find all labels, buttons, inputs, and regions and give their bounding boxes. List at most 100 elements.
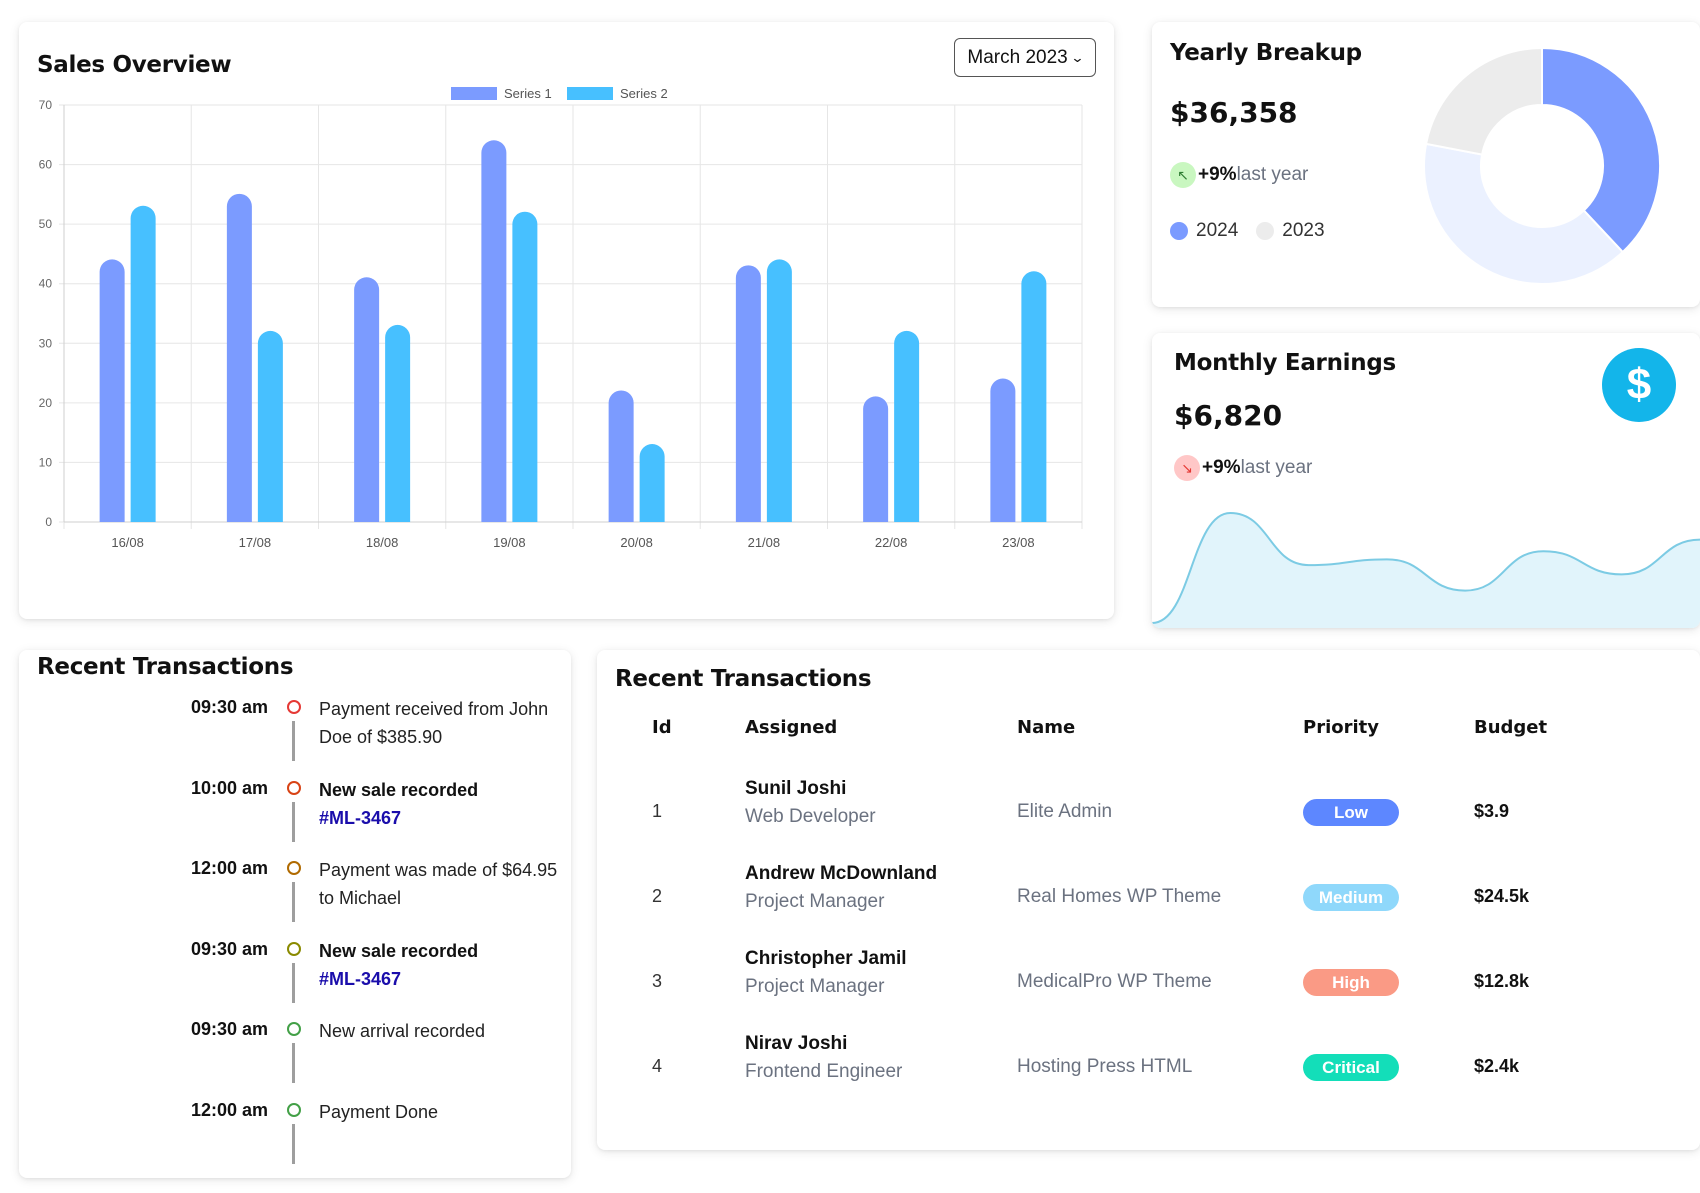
timeline-connector bbox=[292, 802, 295, 842]
timeline-connector bbox=[292, 1043, 295, 1083]
monthly-earnings-card: Monthly Earnings $ $6,820 ↘ +9% last yea… bbox=[1152, 333, 1700, 628]
yearly-donut-chart bbox=[1423, 46, 1662, 286]
cell-id: 1 bbox=[652, 801, 663, 821]
bar-series-2[interactable] bbox=[639, 444, 665, 522]
bar-series-1[interactable] bbox=[735, 265, 761, 522]
table-row[interactable]: 1 Sunil Joshi Web Developer Elite Admin Low $… bbox=[597, 775, 1700, 855]
timeline-text: New arrival recorded bbox=[319, 1017, 559, 1045]
recent-transactions-timeline-card: Recent Transactions 09:30 am Payment rece… bbox=[19, 650, 571, 1178]
timeline-time: 09:30 am bbox=[190, 939, 268, 959]
cell-project-name: MedicalPro WP Theme bbox=[1017, 971, 1212, 992]
y-tick-label: 10 bbox=[39, 455, 53, 469]
bar-series-1[interactable] bbox=[608, 390, 634, 522]
cell-assigned: Andrew McDownland Project Manager bbox=[745, 860, 937, 916]
donut-segment[interactable] bbox=[1424, 46, 1543, 156]
bar-series-2[interactable] bbox=[1021, 271, 1047, 522]
month-select-value: March 2023 bbox=[967, 46, 1068, 68]
col-header-priority: Priority bbox=[1303, 717, 1379, 738]
y-tick-label: 70 bbox=[39, 98, 53, 112]
timeline-text: New sale recorded #ML-3467 bbox=[319, 937, 559, 993]
bar-series-1[interactable] bbox=[354, 277, 380, 522]
cell-id: 4 bbox=[652, 1056, 663, 1076]
assignee-name: Andrew McDownland bbox=[745, 863, 938, 884]
x-tick-label: 21/08 bbox=[748, 535, 781, 550]
cell-id: 3 bbox=[652, 971, 663, 991]
assignee-role: Project Manager bbox=[745, 976, 885, 997]
assignee-name: Nirav Joshi bbox=[745, 1033, 848, 1054]
bar-series-1[interactable] bbox=[226, 193, 252, 522]
timeline-text-body: Payment Done bbox=[319, 1102, 439, 1122]
donut-segment[interactable] bbox=[1541, 46, 1662, 254]
table-row[interactable]: 3 Christopher Jamil Project Manager Medical… bbox=[597, 945, 1700, 1025]
y-tick-label: 0 bbox=[45, 515, 52, 529]
chevron-down-icon: ⌄ bbox=[1070, 49, 1085, 65]
arrow-down-right-icon: ↘ bbox=[1174, 455, 1200, 481]
bar-series-2[interactable] bbox=[766, 259, 792, 522]
timeline-text: Payment Done bbox=[319, 1098, 559, 1126]
legend-dot-2024 bbox=[1170, 222, 1188, 240]
priority-badge: Low bbox=[1303, 799, 1399, 826]
legend-swatch bbox=[451, 87, 497, 100]
bar-series-2[interactable] bbox=[894, 330, 920, 522]
timeline-text-body: New sale recorded bbox=[319, 780, 479, 800]
donut-segment[interactable] bbox=[1423, 142, 1625, 286]
assignee-role: Frontend Engineer bbox=[745, 1061, 903, 1082]
x-tick-label: 20/08 bbox=[620, 535, 653, 550]
timeline-time: 10:00 am bbox=[190, 778, 268, 798]
timeline-time: 09:30 am bbox=[190, 1019, 268, 1039]
cell-budget: $2.4k bbox=[1474, 1056, 1520, 1076]
timeline-link[interactable]: #ML-3467 bbox=[319, 808, 402, 828]
bar-series-2[interactable] bbox=[512, 211, 538, 522]
yearly-breakup-card: Yearly Breakup $36,358 ↖ +9% last year 2… bbox=[1152, 22, 1700, 307]
x-tick-label: 23/08 bbox=[1002, 535, 1035, 550]
bar-series-2[interactable] bbox=[385, 324, 411, 522]
arrow-up-left-icon: ↖ bbox=[1170, 162, 1196, 188]
table-title: Recent Transactions bbox=[615, 666, 872, 692]
yearly-breakup-title: Yearly Breakup bbox=[1170, 40, 1362, 66]
assignee-name: Sunil Joshi bbox=[745, 778, 847, 799]
legend-label[interactable]: Series 1 bbox=[504, 86, 552, 101]
timeline-link[interactable]: #ML-3467 bbox=[319, 969, 402, 989]
timeline-text-body: New sale recorded bbox=[319, 941, 479, 961]
assignee-role: Web Developer bbox=[745, 806, 876, 827]
timeline-connector bbox=[292, 1124, 295, 1164]
monthly-trend-pct: +9% bbox=[1202, 457, 1241, 478]
legend-label[interactable]: Series 2 bbox=[620, 86, 668, 101]
y-tick-label: 60 bbox=[39, 158, 53, 172]
legend-swatch bbox=[567, 87, 613, 100]
bar-series-2[interactable] bbox=[257, 330, 283, 522]
x-tick-label: 17/08 bbox=[239, 535, 272, 550]
table-row[interactable]: 2 Andrew McDownland Project Manager Real Ho… bbox=[597, 860, 1700, 940]
timeline-text: Payment was made of $64.95 to Michael bbox=[319, 856, 559, 912]
timeline-time: 12:00 am bbox=[190, 858, 268, 878]
cell-budget: $12.8k bbox=[1474, 971, 1530, 991]
dollar-icon[interactable]: $ bbox=[1602, 348, 1676, 422]
month-select[interactable]: March 2023 ⌄ bbox=[954, 38, 1096, 77]
priority-badge: Critical bbox=[1303, 1054, 1399, 1081]
cell-project-name: Elite Admin bbox=[1017, 801, 1113, 822]
timeline-time: 12:00 am bbox=[190, 1100, 268, 1120]
bar-series-1[interactable] bbox=[990, 378, 1016, 522]
x-tick-label: 16/08 bbox=[111, 535, 144, 550]
bar-series-1[interactable] bbox=[99, 259, 125, 522]
bar-series-2[interactable] bbox=[130, 205, 156, 522]
x-tick-label: 18/08 bbox=[366, 535, 399, 550]
assignee-name: Christopher Jamil bbox=[745, 948, 907, 969]
cell-budget: $24.5k bbox=[1474, 886, 1530, 906]
legend-label-2023: 2023 bbox=[1282, 220, 1325, 241]
timeline-text: Payment received from John Doe of $385.9… bbox=[319, 695, 559, 751]
priority-badge: High bbox=[1303, 969, 1399, 996]
col-header-id: Id bbox=[652, 717, 672, 738]
timeline-dot bbox=[287, 861, 301, 875]
monthly-amount: $6,820 bbox=[1174, 399, 1283, 432]
timeline-connector bbox=[292, 882, 295, 922]
col-header-assigned: Assigned bbox=[745, 717, 838, 738]
monthly-sparkline bbox=[1152, 511, 1700, 628]
col-header-name: Name bbox=[1017, 717, 1076, 738]
dollar-symbol: $ bbox=[1626, 360, 1652, 409]
sparkline-area bbox=[1152, 513, 1700, 628]
timeline-text-body: Payment received from John Doe of $385.9… bbox=[319, 699, 549, 747]
table-row[interactable]: 4 Nirav Joshi Frontend Engineer Hosting Pre… bbox=[597, 1030, 1700, 1110]
bar-series-1[interactable] bbox=[481, 140, 507, 522]
bar-series-1[interactable] bbox=[863, 396, 889, 522]
